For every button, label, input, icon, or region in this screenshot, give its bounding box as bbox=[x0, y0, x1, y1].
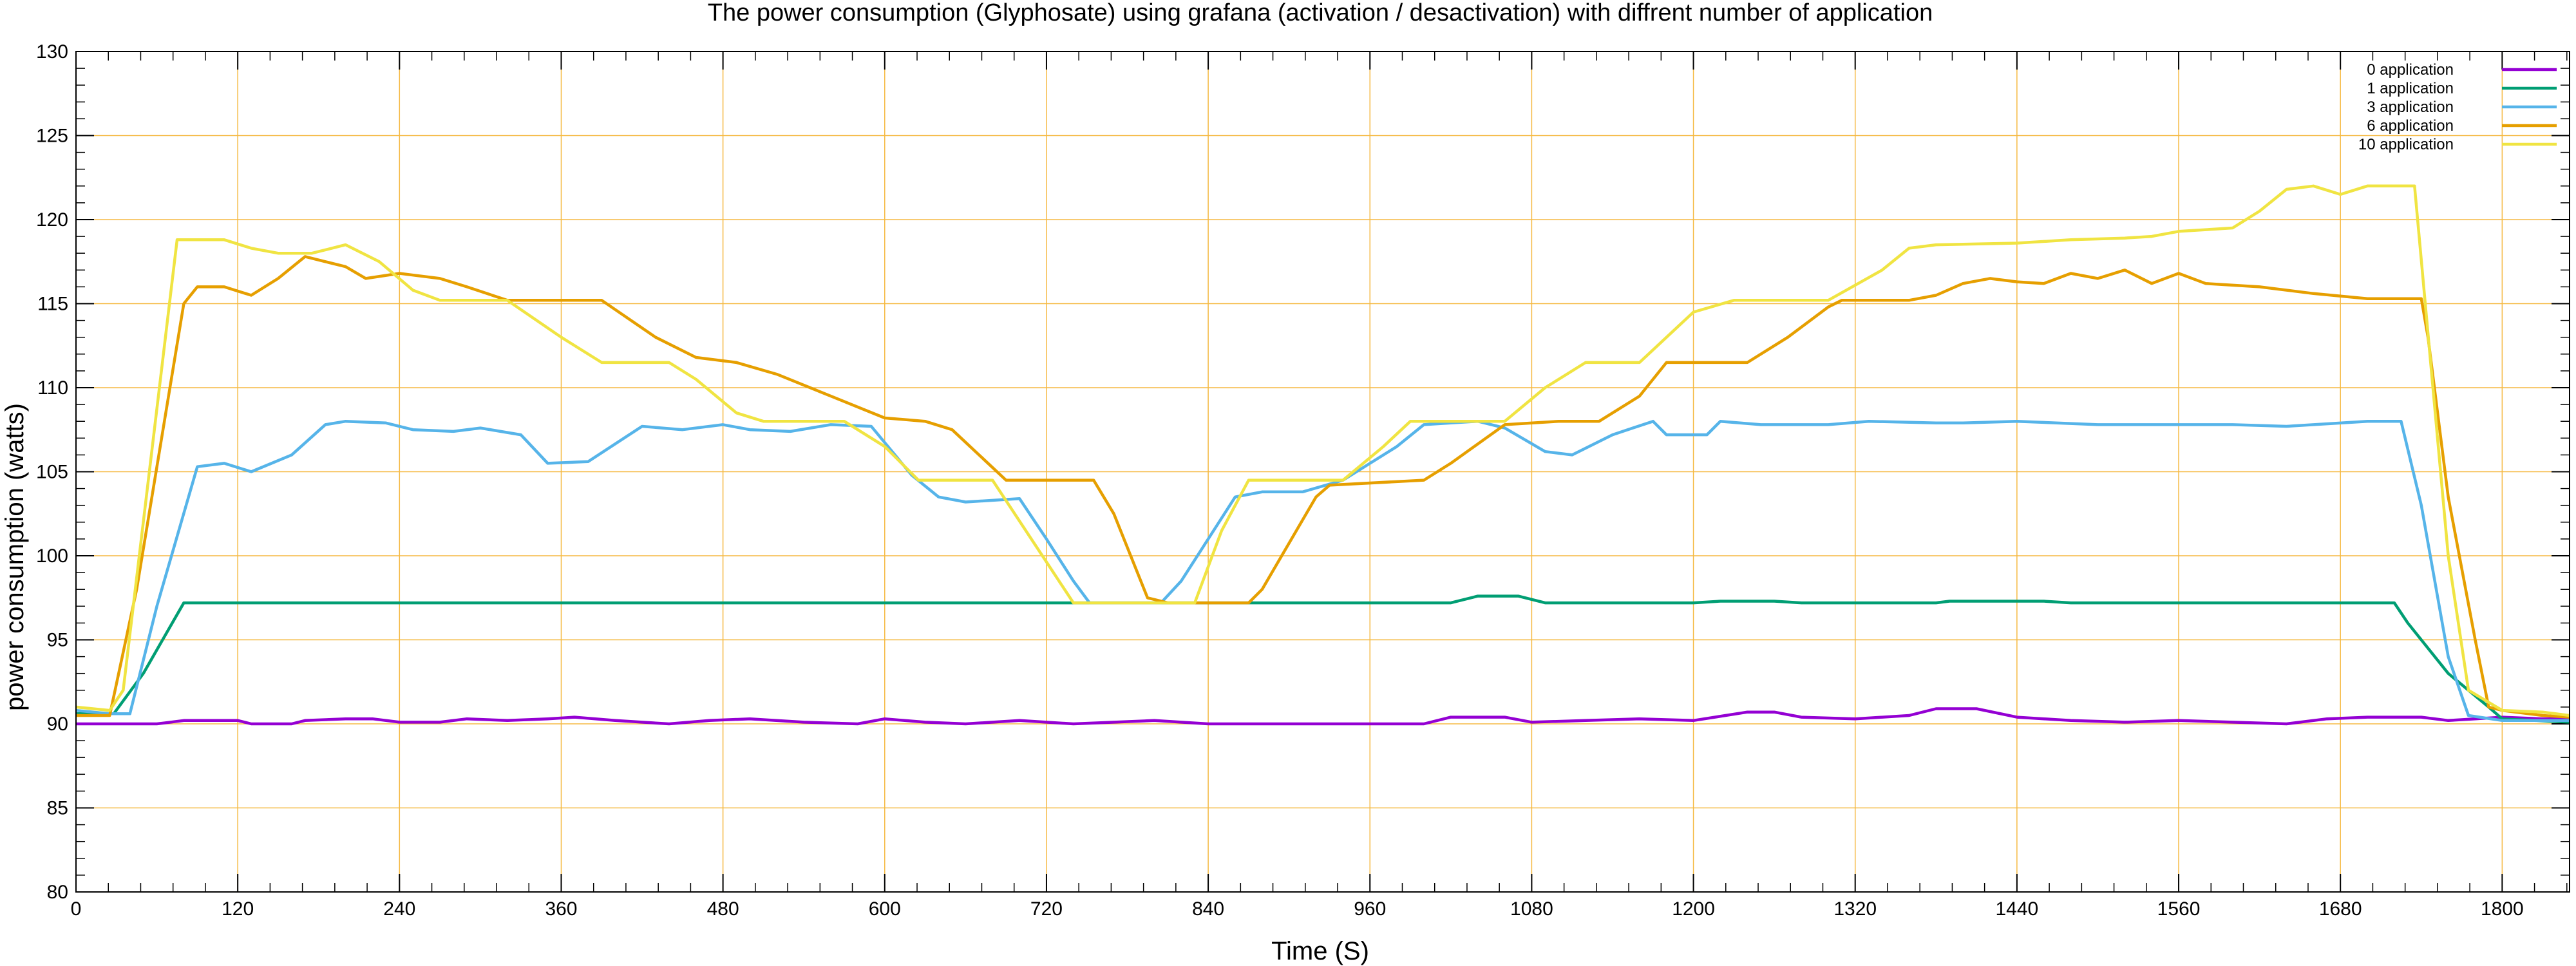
x-tick-label: 240 bbox=[383, 898, 415, 920]
plot-frame bbox=[75, 51, 2570, 893]
x-tick-label: 360 bbox=[545, 898, 577, 920]
y-axis-label: power consumption (watts) bbox=[1, 403, 29, 711]
x-tick-label: 840 bbox=[1192, 898, 1224, 920]
legend-label: 3 application bbox=[2367, 99, 2454, 116]
x-tick-label: 1200 bbox=[1672, 898, 1715, 920]
y-tick-label: 115 bbox=[37, 294, 68, 315]
chart-title: The power consumption (Glyphosate) using… bbox=[708, 0, 1933, 26]
x-tick-label: 1440 bbox=[1996, 898, 2039, 920]
y-tick-label: 100 bbox=[36, 545, 68, 567]
legend-label: 6 application bbox=[2367, 117, 2454, 135]
series-line bbox=[76, 594, 2570, 724]
tick-labels: 80 85 90 95 100 105 110 115 120 125 130 0 120 240 360 4… bbox=[36, 41, 2524, 920]
x-tick-label: 1800 bbox=[2481, 898, 2524, 920]
series-line bbox=[75, 419, 2570, 723]
legend-label: 1 application bbox=[2367, 80, 2454, 97]
x-tick-label: 1680 bbox=[2319, 898, 2362, 920]
y-tick-label: 125 bbox=[36, 126, 68, 147]
x-tick-label: 480 bbox=[707, 898, 739, 920]
series-line bbox=[76, 255, 2570, 719]
y-tick-label: 90 bbox=[47, 714, 68, 735]
legend-label: 0 application bbox=[2367, 61, 2454, 79]
x-tick-label: 600 bbox=[869, 898, 901, 920]
x-tick-label: 1560 bbox=[2157, 898, 2201, 920]
y-tick-label: 120 bbox=[36, 209, 68, 231]
series-lines bbox=[75, 184, 2570, 726]
x-tick-label: 120 bbox=[222, 898, 254, 920]
y-tick-label: 85 bbox=[47, 798, 68, 819]
x-tick-label: 1080 bbox=[1510, 898, 1553, 920]
x-tick-label: 0 bbox=[71, 898, 82, 920]
y-tick-label: 105 bbox=[36, 462, 68, 483]
x-tick-label: 1320 bbox=[1833, 898, 1877, 920]
y-tick-label: 130 bbox=[36, 41, 68, 62]
legend-label: 10 application bbox=[2358, 136, 2454, 153]
y-tick-label: 80 bbox=[47, 882, 68, 903]
x-tick-label: 720 bbox=[1030, 898, 1063, 920]
grid bbox=[75, 51, 2570, 893]
series-line bbox=[76, 707, 2570, 726]
series-line bbox=[75, 184, 2570, 717]
y-tick-label: 110 bbox=[37, 377, 68, 399]
x-axis-label: Time (S) bbox=[1271, 937, 1369, 965]
y-tick-label: 95 bbox=[47, 630, 68, 651]
x-tick-label: 960 bbox=[1354, 898, 1386, 920]
axis-ticks bbox=[75, 51, 2570, 893]
